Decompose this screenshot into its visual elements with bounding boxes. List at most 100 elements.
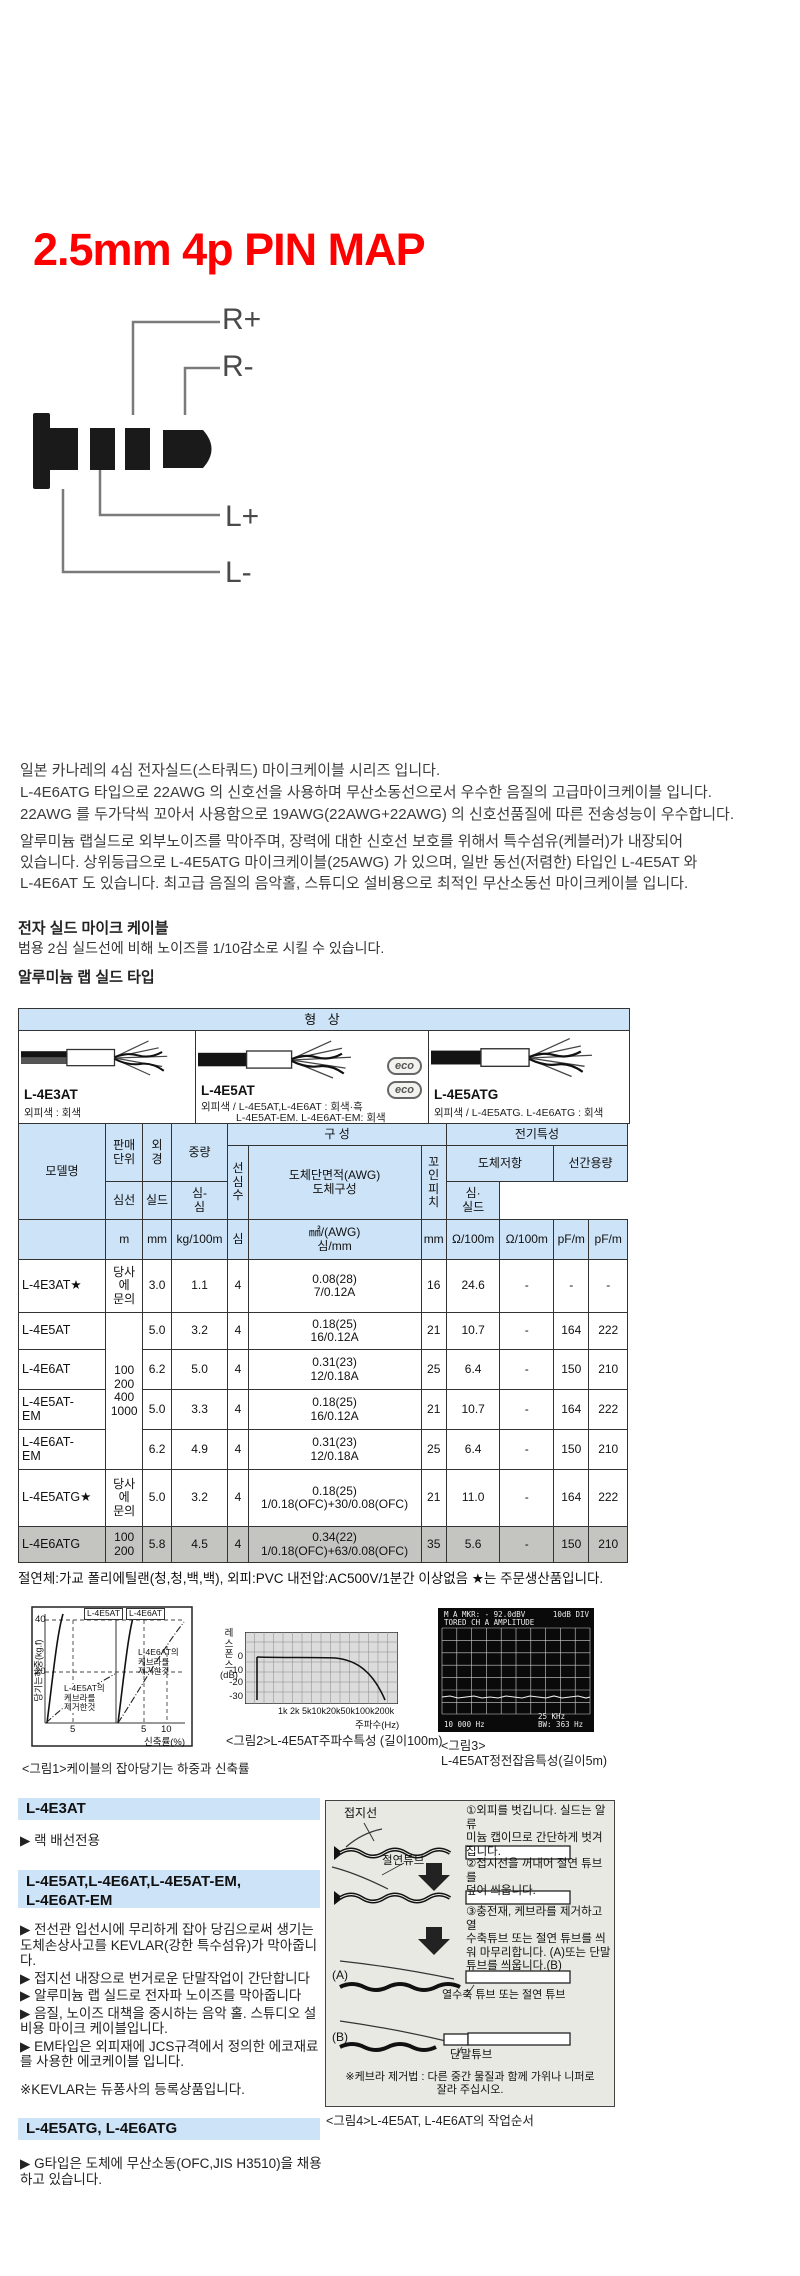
cell-r-core: 10.7 — [445, 1312, 501, 1350]
spec-row-l4e5atg: L-4E5ATG★ 당사 에 문의 5.0 3.2 4 0.18(25) 1/0… — [18, 1469, 628, 1527]
cell-weight: 1.1 — [170, 1259, 229, 1313]
eco-badge: eco — [387, 1057, 422, 1075]
figure2-plot — [245, 1632, 398, 1704]
cell-weight: 5.0 — [170, 1349, 229, 1390]
cell-pitch: 21 — [420, 1389, 447, 1430]
cell-c-cs: 222 — [588, 1469, 628, 1527]
shape-desc: 외피색 / L-4E5ATG. L-4E6ATG : 회색 — [434, 1107, 604, 1119]
fig1-xtick: 5 — [70, 1724, 76, 1735]
cell-od: 5.0 — [142, 1389, 172, 1430]
cell-cores: 4 — [227, 1259, 249, 1313]
fig4-variant-b-label: (B) — [332, 2030, 348, 2044]
figure1-tension-chart: 40 20 당기는하중(kg.f) L-4E5AT L-4E6AT L-4E5A… — [26, 1604, 201, 1754]
cell-od: 6.2 — [142, 1429, 172, 1470]
shape-cell-l4e5atg: L-4E5ATG 외피색 / L-4E5ATG. L-4E6ATG : 회색 — [429, 1031, 629, 1123]
cell-c-cs: 222 — [588, 1312, 628, 1350]
cell-r-shield: - — [499, 1259, 555, 1313]
page-title: 2.5mm 4p PIN MAP — [33, 224, 426, 275]
eco-badge: eco — [387, 1081, 422, 1099]
cell-r-core: 11.0 — [445, 1469, 501, 1527]
figure1-caption: <그림1>케이블의 잡아당기는 하중과 신축률 — [22, 1762, 250, 1776]
fig2-xtick-labels: 1k 2k 5k10k20k50k100k200k — [278, 1706, 395, 1716]
bullet-em-eco: ▶ EM타입은 외피재에 JCS규격에서 정의한 에코재료를 사용한 에코케이블… — [20, 2038, 319, 2070]
pinmap-plug-drawing — [33, 320, 220, 574]
cell-r-shield: - — [499, 1469, 555, 1527]
cell-weight: 3.3 — [170, 1389, 229, 1430]
cell-r-core: 6.4 — [445, 1429, 501, 1470]
spec-row-l4e6at: L-4E6AT 6.2 5.0 4 0.31(23) 12/0.18A 25 6… — [18, 1349, 628, 1390]
cell-pitch: 21 — [420, 1312, 447, 1350]
cell-model: L-4E5ATG★ — [18, 1469, 106, 1527]
cell-c-cs: 210 — [588, 1349, 628, 1390]
figure4-cable-drawings — [331, 1822, 571, 2058]
shape-desc: L-4E5AT-EM. L-4E6AT-EM: 회색 — [236, 1112, 386, 1123]
bullet-ofc: ▶ G타입은 도체에 무산소동(OFC,JIS H3510)을 채용하고 있습니… — [20, 2156, 322, 2187]
fig4-step3-text: ③충전재, 케브라를 제거하고 열 수축튜브 또는 절연 튜브를 씌 워 마무리… — [466, 1906, 611, 1972]
figure1-plot — [31, 1606, 193, 1747]
col-header-unit: 판매 단위 — [104, 1123, 144, 1182]
spec-row-l4e3at: L-4E3AT★ 당사 에 문의 3.0 1.1 4 0.08(28) 7/0.… — [18, 1259, 628, 1313]
spec-row-l4e6at-em: L-4E6AT- EM 6.2 4.9 4 0.31(23) 12/0.18A … — [18, 1429, 628, 1470]
shape-cell-l4e3at: L-4E3AT 외피색 : 회색 — [19, 1031, 196, 1123]
figure4-work-order-diagram: 접지선 ①외피를 벗깁니다. 실드는 알류 미늄 캡이므로 간단하게 벗겨 집니… — [325, 1800, 615, 2107]
unit-cell: m — [104, 1219, 144, 1260]
fig3-marker-readout: M A MKR: - 92.0dBV — [444, 1610, 526, 1619]
pin-label-l-plus: L+ — [225, 500, 260, 533]
fig2-ytick-20: -20 — [229, 1677, 243, 1688]
cell-r-shield: - — [499, 1526, 555, 1563]
cell-area: 0.31(23) 12/0.18A — [247, 1349, 422, 1390]
cell-od: 5.8 — [142, 1526, 172, 1563]
fig1-panel1-label: L-4E5AT — [84, 1608, 123, 1620]
col-header-core-shield: 심· 실드 — [445, 1181, 501, 1220]
unit-cell: 심 — [227, 1219, 249, 1260]
fig1-ytick-20: 20 — [35, 1666, 46, 1677]
spec-table: 모델명 판매 단위 외 경 중량 구 성 전기특성 선 심 수 도체단면적(AW… — [18, 1123, 629, 1563]
col-header-model: 모델명 — [18, 1123, 106, 1220]
cell-cores: 4 — [227, 1429, 249, 1470]
cell-r-core: 5.6 — [445, 1526, 501, 1563]
unit-cell: pF/m — [553, 1219, 590, 1260]
cell-model: L-4E6AT- EM — [18, 1429, 106, 1470]
cell-cores: 4 — [227, 1312, 249, 1350]
pin-label-l-minus: L- — [225, 556, 252, 589]
section-header-l4e5atg: L-4E5ATG, L-4E6ATG — [18, 2118, 320, 2140]
cell-weight: 4.5 — [170, 1526, 229, 1563]
cable-photo-l4e5atg — [431, 1037, 592, 1078]
cell-c-cc: - — [553, 1259, 590, 1313]
fig4-ground-wire-label: 접지선 — [344, 1806, 378, 1820]
fig2-ytick-30: -30 — [229, 1691, 243, 1702]
fig1-annotation-2: L-4E6AT의 케브라를 제거한것 — [138, 1647, 179, 1676]
intro-paragraph-2: 알루미늄 랩실드로 외부노이즈를 막아주며, 장력에 대한 신호선 보호를 위해… — [20, 833, 698, 892]
bullet-aluminum-shield: ▶ 알루미늄 랩 실드로 전자파 노이즈를 막아줍니다 — [20, 1988, 302, 2003]
cell-area: 0.31(23) 12/0.18A — [247, 1429, 422, 1470]
col-header-core-core: 심- 심 — [170, 1181, 229, 1220]
cell-cores: 4 — [227, 1469, 249, 1527]
cell-od: 3.0 — [142, 1259, 172, 1313]
cell-pitch: 35 — [420, 1526, 447, 1563]
fig3-start-frequency: 10 000 Hz — [444, 1720, 485, 1729]
cell-r-shield: - — [499, 1389, 555, 1430]
pin-label-r-plus: R+ — [222, 303, 262, 336]
cell-unit: 당사 에 문의 — [104, 1469, 144, 1527]
cell-r-shield: - — [499, 1429, 555, 1470]
shape-model-label: L-4E5AT — [201, 1083, 255, 1098]
col-header-core-resistance: 심선 — [104, 1181, 144, 1220]
group-header-capacitance: 선간용량 — [553, 1145, 628, 1182]
group-header-resistance: 도체저항 — [445, 1145, 555, 1182]
cell-r-shield: - — [499, 1349, 555, 1390]
cell-c-cc: 150 — [553, 1429, 590, 1470]
fig4-insulation-tube-label: 절연튜브 — [382, 1855, 425, 1867]
spec-row-l4e5at: L-4E5AT 100 200 400 1000 5.0 3.2 4 0.18(… — [18, 1312, 628, 1470]
cell-model: L-4E6AT — [18, 1349, 106, 1390]
shape-model-label: L-4E5ATG — [434, 1087, 499, 1102]
col-header-pitch: 꼬 인 피 치 — [420, 1145, 447, 1220]
cell-r-core: 6.4 — [445, 1349, 501, 1390]
cell-model: L-4E5AT — [18, 1312, 106, 1350]
cell-pitch: 16 — [420, 1259, 447, 1313]
cell-weight: 3.2 — [170, 1469, 229, 1527]
col-header-od: 외 경 — [142, 1123, 172, 1182]
cell-cores: 4 — [227, 1526, 249, 1563]
cell-r-core: 24.6 — [445, 1259, 501, 1313]
section-header-l4e5at-family: L-4E5AT,L-4E6AT,L-4E5AT-EM, L-4E6AT-EM — [18, 1870, 320, 1909]
